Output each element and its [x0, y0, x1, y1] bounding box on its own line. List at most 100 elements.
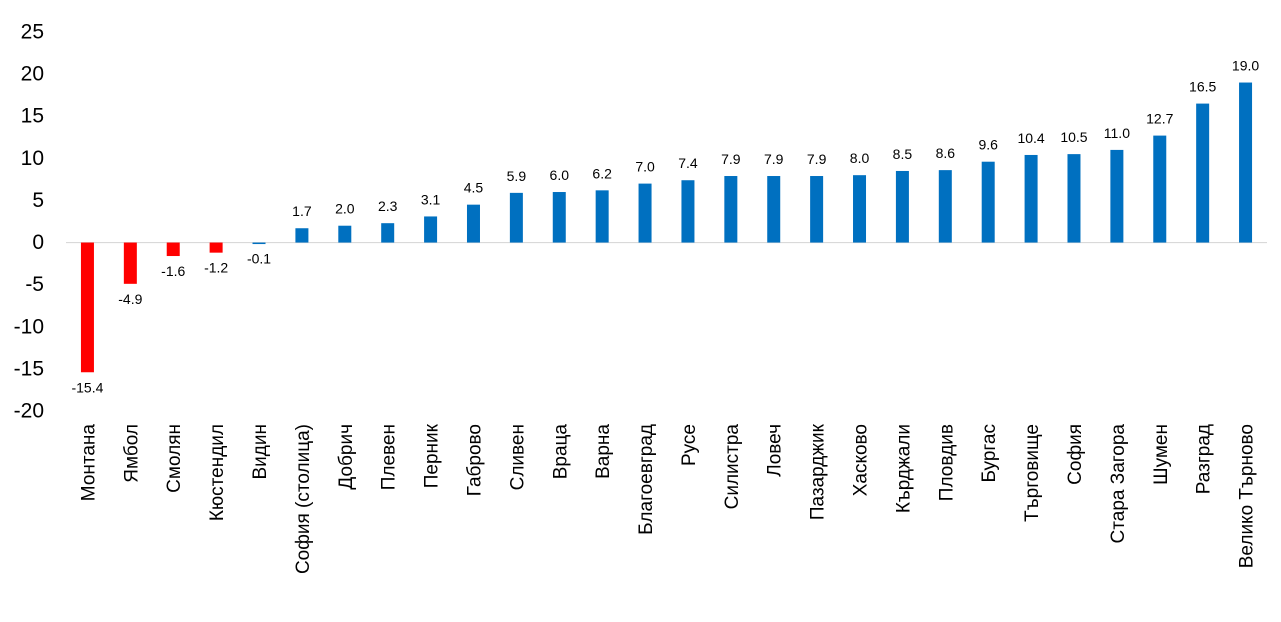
bar	[166, 242, 180, 257]
x-tick-label: Пловдив	[936, 424, 957, 501]
data-label: 11.0	[1104, 125, 1130, 141]
x-tick-label: Видин	[250, 424, 271, 479]
bar	[938, 170, 952, 243]
y-tick-label: 5	[32, 189, 44, 212]
bar	[1067, 154, 1081, 243]
bar	[1196, 103, 1210, 243]
bar	[424, 216, 438, 243]
data-label: 1.7	[292, 203, 312, 219]
bar	[466, 204, 480, 243]
bar	[295, 228, 309, 243]
x-tick-label: Кърджали	[893, 424, 914, 513]
bar	[1153, 135, 1167, 243]
y-tick-label: -20	[14, 400, 44, 423]
y-tick-label: 15	[21, 105, 44, 128]
bar	[681, 180, 695, 243]
x-tick-label: Ловеч	[765, 424, 786, 477]
data-label: 8.5	[893, 146, 913, 162]
data-label: 7.9	[807, 151, 827, 167]
bars-group	[80, 82, 1253, 373]
data-label: -15.4	[71, 379, 103, 395]
data-label: 4.5	[464, 180, 484, 196]
x-tick-label: Перник	[422, 423, 443, 488]
bar	[1024, 154, 1038, 243]
data-label: 16.5	[1189, 79, 1216, 95]
bar	[595, 190, 609, 243]
x-tick-label: Габрово	[464, 424, 485, 496]
data-label: 5.9	[507, 168, 527, 184]
y-tick-label: 20	[21, 63, 44, 86]
bar	[252, 242, 266, 245]
x-tick-label: Велико Търново	[1237, 424, 1258, 568]
data-label: 7.9	[721, 151, 741, 167]
bar	[509, 192, 523, 243]
data-label: 10.4	[1017, 130, 1044, 146]
y-tick-label: 0	[32, 231, 44, 254]
x-tick-label: Смолян	[164, 424, 185, 493]
x-tick-label: Варна	[593, 424, 614, 479]
y-tick-label: -15	[14, 357, 44, 380]
data-labels-group: -15.4 -4.9 -1.6 -1.2 -0.1 1.7 2.0 2.3 3.1 4.5 5.9 6…	[71, 58, 1259, 396]
bar	[338, 225, 352, 243]
x-tick-label: Монтана	[78, 424, 99, 502]
bar	[767, 176, 781, 243]
x-tick-label: Бургас	[979, 424, 1000, 482]
x-tick-label: Кюстендил	[207, 424, 228, 521]
x-tick-label: Плевен	[379, 424, 400, 490]
x-tick-label: София	[1065, 424, 1086, 485]
data-label: -0.1	[247, 250, 271, 266]
x-tick-label: София (столица)	[293, 424, 314, 574]
x-tick-label: Пазарджик	[808, 423, 829, 520]
y-axis-ticks: -20 -15 -10 -5 0 5 10 15 20 25	[14, 21, 44, 423]
x-tick-label: Ямбол	[121, 424, 142, 483]
data-label: -1.2	[204, 260, 228, 276]
data-label: 8.6	[936, 145, 956, 161]
data-label: 2.0	[335, 201, 355, 217]
bar	[853, 175, 867, 243]
bar	[381, 223, 395, 243]
x-tick-label: Търговище	[1022, 424, 1043, 522]
y-tick-label: -10	[14, 315, 44, 338]
bar	[810, 176, 824, 243]
bar	[123, 242, 137, 284]
data-label: 8.0	[850, 150, 870, 166]
bar	[209, 242, 223, 253]
x-tick-label: Стара Загора	[1108, 424, 1129, 544]
y-tick-label: 10	[21, 147, 44, 170]
y-tick-label: -5	[25, 273, 44, 296]
data-label: 6.0	[550, 167, 570, 183]
data-label: 12.7	[1146, 111, 1173, 127]
x-tick-label: Русе	[679, 424, 700, 466]
data-label: 6.2	[592, 165, 612, 181]
bar	[1239, 82, 1253, 243]
data-label: 7.9	[764, 151, 784, 167]
x-tick-label: Шумен	[1151, 424, 1172, 485]
x-tick-label: Хасково	[851, 424, 872, 496]
data-label: 19.0	[1232, 58, 1259, 74]
data-label: 2.3	[378, 198, 398, 214]
bar	[724, 176, 738, 243]
x-axis-labels: Монтана Ямбол Смолян Кюстендил Видин София (с…	[78, 423, 1257, 574]
bar	[1110, 149, 1124, 243]
data-label: 7.4	[678, 155, 698, 171]
x-tick-label: Благоевград	[636, 424, 657, 535]
x-tick-label: Разград	[1194, 424, 1215, 494]
x-tick-label: Силистра	[722, 424, 743, 510]
data-label: -1.6	[161, 263, 185, 279]
x-tick-label: Сливен	[507, 424, 528, 490]
bar	[981, 161, 995, 243]
data-label: 9.6	[978, 137, 998, 153]
data-label: 7.0	[635, 159, 655, 175]
bar	[80, 242, 94, 373]
y-tick-label: 25	[21, 21, 44, 44]
data-label: 10.5	[1060, 129, 1087, 145]
x-tick-label: Враца	[550, 424, 571, 480]
x-tick-label: Добрич	[336, 424, 357, 490]
bar	[552, 192, 566, 243]
data-label: -4.9	[118, 291, 142, 307]
bar	[895, 170, 909, 243]
bar	[638, 183, 652, 243]
data-label: 3.1	[421, 191, 441, 207]
